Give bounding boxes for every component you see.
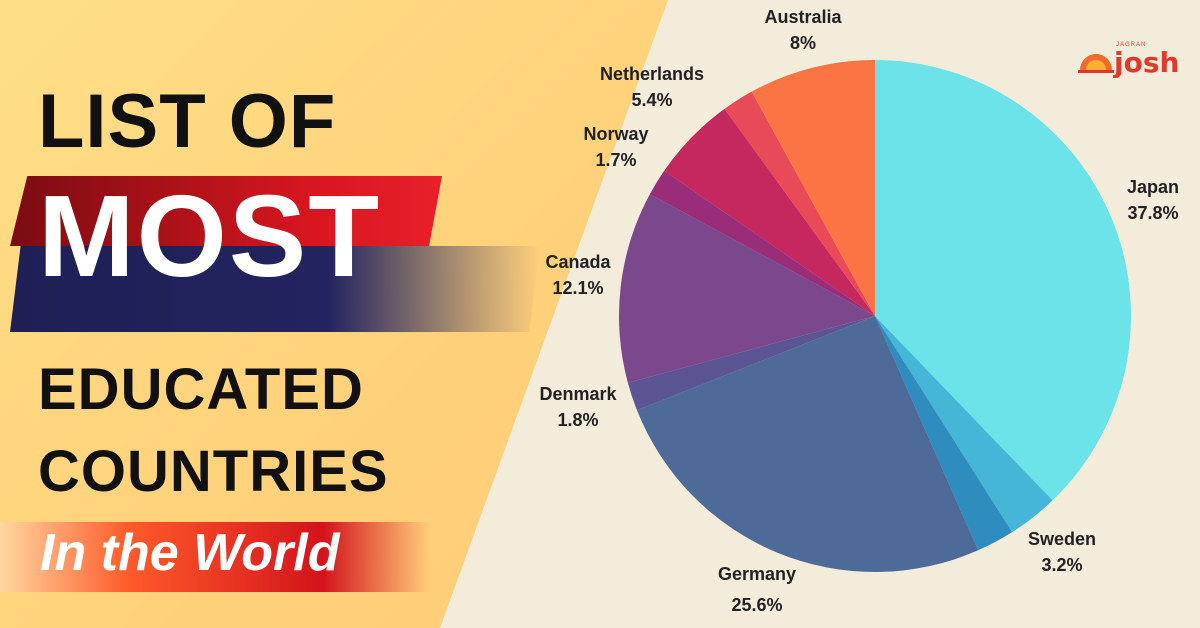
- slice-label-canada: Canada: [545, 252, 611, 272]
- slice-value-norway: 1.7%: [595, 150, 636, 170]
- pie-slice-japan: [875, 60, 1131, 501]
- sun-icon: [1078, 54, 1114, 73]
- slice-value-sweden: 3.2%: [1041, 555, 1082, 575]
- slice-label-netherlands: Netherlands: [600, 64, 704, 84]
- josh-logo: JAGRAN josh: [1078, 42, 1180, 80]
- headline-line-5: In the World: [40, 524, 340, 582]
- pie-slice-germany: [636, 316, 979, 572]
- slice-label-sweden: Sweden: [1028, 529, 1096, 549]
- navy-band: [10, 246, 540, 332]
- pie-slice-unlabeled-2: [875, 316, 1013, 551]
- pie-slice-canada: [619, 194, 875, 383]
- headline-line-4: COUNTRIES: [38, 439, 389, 504]
- slice-value-netherlands: 5.4%: [631, 90, 672, 110]
- slice-value-japan: 37.8%: [1127, 203, 1178, 223]
- slice-label-denmark: Denmark: [539, 384, 617, 404]
- slice-value-australia: 8%: [790, 33, 816, 53]
- headline-line-2: MOST: [38, 171, 382, 301]
- slice-label-germany: Germany: [718, 564, 796, 584]
- pie-slice-unlabeled-8: [724, 91, 875, 316]
- slice-value-canada: 12.1%: [552, 278, 603, 298]
- pie-labels: Japan 37.8% Sweden 3.2% Germany 25.6% Denmark 1…: [539, 7, 1179, 615]
- slice-value-germany: 25.6%: [731, 595, 782, 615]
- pie-slice-netherlands: [664, 108, 875, 316]
- slice-value-denmark: 1.8%: [557, 410, 598, 430]
- pie-slice-sweden: [875, 316, 1053, 533]
- logo-text: josh: [1114, 46, 1180, 79]
- slice-label-australia: Australia: [764, 7, 842, 27]
- headline-line-1: LIST OF: [38, 79, 337, 164]
- slice-label-norway: Norway: [583, 124, 648, 144]
- pie-slice-australia: [751, 60, 875, 316]
- logo-small-text: JAGRAN: [1116, 42, 1147, 48]
- world-band: [0, 522, 430, 592]
- slice-label-japan: Japan: [1127, 177, 1179, 197]
- pie-slices: [619, 60, 1131, 572]
- pie-slice-denmark: [627, 316, 875, 411]
- headline-line-3: EDUCATED: [38, 357, 364, 422]
- pie-slice-norway: [649, 170, 875, 316]
- red-band: [10, 176, 442, 246]
